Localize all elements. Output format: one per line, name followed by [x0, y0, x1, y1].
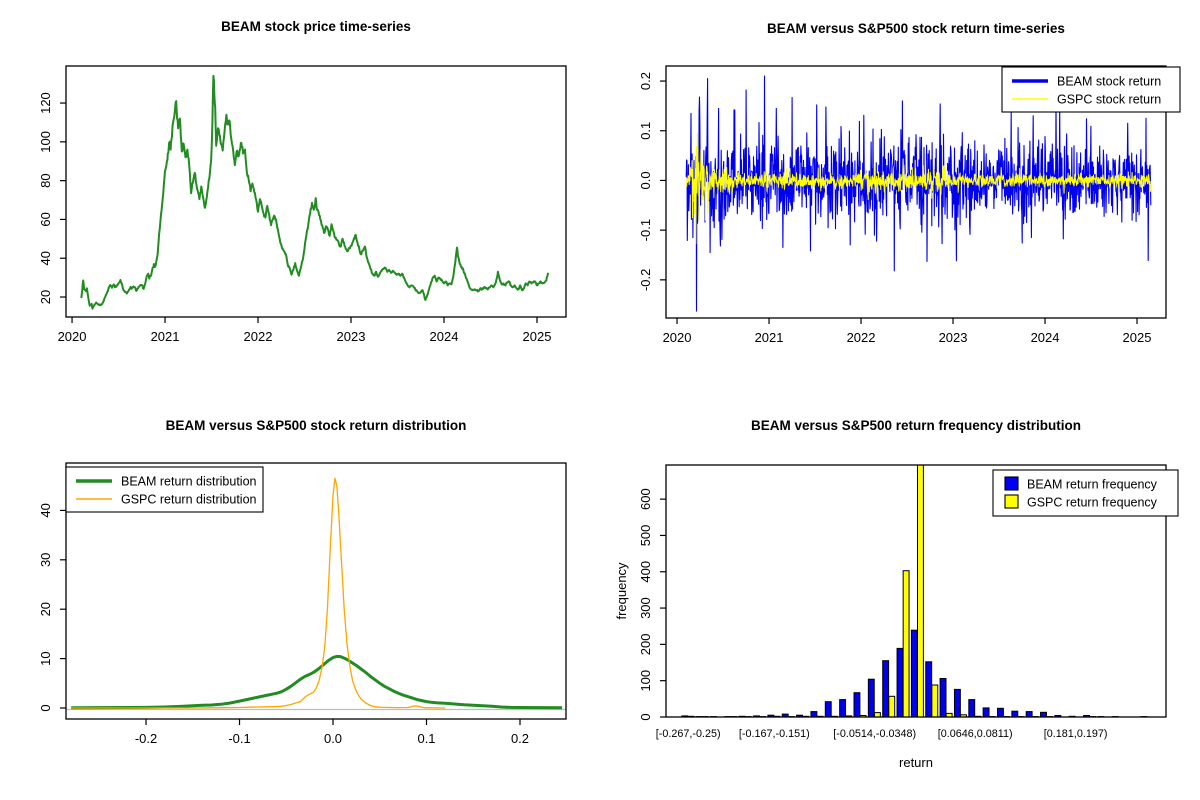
x-axis-label: return: [899, 755, 933, 770]
svg-text:100: 100: [638, 670, 653, 692]
svg-text:0.1: 0.1: [417, 731, 435, 746]
svg-text:60: 60: [38, 212, 53, 226]
panel-return-distribution: -0.2 -0.1 0.0 0.1 0.2 0 10 20 30 40 BEAM versus S&…: [0, 400, 600, 800]
svg-text:600: 600: [638, 488, 653, 510]
density-series-1: [71, 477, 446, 709]
plot-frame: [665, 65, 1167, 319]
svg-text:10: 10: [38, 651, 53, 665]
y-axis: 20 40 60 80 100 120: [38, 92, 66, 304]
svg-text:BEAM return distribution: BEAM return distribution: [121, 475, 257, 489]
svg-text:[-0.267,-0.25): [-0.267,-0.25): [656, 728, 721, 740]
svg-text:2023: 2023: [939, 330, 968, 345]
svg-text:0.0: 0.0: [638, 171, 653, 189]
svg-text:GSPC stock return: GSPC stock return: [1057, 93, 1161, 107]
y-axis: -0.2 -0.1 0.0 0.1 0.2: [638, 72, 666, 291]
svg-text:2025: 2025: [1123, 330, 1152, 345]
x-axis: -0.2 -0.1 0.0 0.1 0.2: [135, 719, 529, 746]
bin-labels: [-0.267,-0.25) [-0.167,-0.151) [-0.0514,-0…: [656, 728, 1108, 740]
svg-text:[-0.167,-0.151): [-0.167,-0.151): [739, 728, 810, 740]
svg-text:2024: 2024: [430, 329, 459, 344]
svg-text:100: 100: [38, 131, 53, 153]
svg-text:-0.1: -0.1: [638, 219, 653, 241]
density-chart: -0.2 -0.1 0.0 0.1 0.2 0 10 20 30 40 BEAM versus S&…: [38, 418, 567, 746]
svg-text:2025: 2025: [523, 329, 552, 344]
svg-text:30: 30: [38, 553, 53, 567]
svg-text:200: 200: [638, 634, 653, 656]
svg-text:300: 300: [638, 597, 653, 619]
svg-text:2020: 2020: [58, 329, 87, 344]
legend: BEAM return distribution GSPC return dist…: [65, 466, 264, 513]
svg-text:40: 40: [38, 251, 53, 265]
plot-frame: [65, 65, 567, 318]
price-chart: 2020 2021 2022 2023 2024 2025 20 40 60 80 100 120 BE…: [38, 19, 567, 344]
svg-text:120: 120: [38, 92, 53, 114]
svg-text:2021: 2021: [151, 329, 180, 344]
svg-text:0: 0: [638, 713, 653, 720]
svg-text:[0.181,0.197): [0.181,0.197): [1044, 728, 1108, 740]
svg-text:500: 500: [638, 525, 653, 547]
svg-text:-0.2: -0.2: [135, 731, 157, 746]
svg-text:20: 20: [38, 602, 53, 616]
svg-text:400: 400: [638, 561, 653, 583]
panel-price-time-series: 2020 2021 2022 2023 2024 2025 20 40 60 80 100 120 BE…: [0, 0, 600, 400]
chart-title: BEAM versus S&P500 stock return time-ser…: [767, 21, 1065, 36]
legend: BEAM return frequency GSPC return frequen…: [992, 469, 1179, 517]
svg-text:2024: 2024: [1031, 330, 1060, 345]
svg-text:2022: 2022: [244, 329, 273, 344]
svg-text:2021: 2021: [755, 330, 784, 345]
svg-text:0.2: 0.2: [638, 72, 653, 90]
svg-text:BEAM stock return: BEAM stock return: [1057, 75, 1161, 89]
svg-text:GSPC return distribution: GSPC return distribution: [121, 493, 257, 507]
histogram-chart: [-0.267,-0.25) [-0.167,-0.151) [-0.0514,-0…: [614, 418, 1179, 770]
svg-text:[-0.0514,-0.0348): [-0.0514,-0.0348): [833, 728, 916, 740]
x-axis: 2020 2021 2022 2023 2024 2025: [58, 317, 552, 344]
svg-text:0.1: 0.1: [638, 122, 653, 140]
y-axis-label: frequency: [614, 562, 629, 620]
chart-title: BEAM versus S&P500 stock return distribu…: [166, 418, 467, 433]
panel-return-frequency: [-0.267,-0.25) [-0.167,-0.151) [-0.0514,-0…: [600, 400, 1200, 800]
svg-text:0.2: 0.2: [511, 731, 529, 746]
return-chart: 2020 2021 2022 2023 2024 2025 -0.2 -0.1 0.0 0.1 0.…: [638, 21, 1181, 345]
svg-text:-0.1: -0.1: [228, 731, 250, 746]
price-series-0: [80, 74, 550, 310]
returns-series-1: [685, 132, 1152, 245]
svg-text:40: 40: [38, 503, 53, 517]
plot-frame: [665, 464, 1167, 718]
svg-text:0.0: 0.0: [324, 731, 342, 746]
y-axis: 0 100 200 300 400 500 600: [638, 488, 666, 721]
density-series-0: [71, 654, 563, 710]
chart-title: BEAM stock price time-series: [221, 19, 411, 34]
legend: BEAM stock return GSPC stock return: [1001, 66, 1181, 113]
returns-series-0: [685, 75, 1152, 312]
chart-title: BEAM versus S&P500 return frequency dist…: [751, 418, 1081, 433]
svg-text:BEAM return frequency: BEAM return frequency: [1027, 478, 1158, 492]
svg-text:2022: 2022: [847, 330, 876, 345]
svg-text:20: 20: [38, 290, 53, 304]
panel-return-time-series: 2020 2021 2022 2023 2024 2025 -0.2 -0.1 0.0 0.1 0.…: [600, 0, 1200, 400]
svg-text:GSPC return frequency: GSPC return frequency: [1027, 496, 1158, 510]
svg-text:0: 0: [38, 704, 53, 711]
svg-text:[0.0646,0.0811): [0.0646,0.0811): [938, 728, 1013, 740]
x-axis: 2020 2021 2022 2023 2024 2025: [663, 318, 1152, 345]
svg-text:2023: 2023: [337, 329, 366, 344]
y-axis: 0 10 20 30 40: [38, 503, 66, 712]
svg-text:2020: 2020: [663, 330, 692, 345]
plot-frame: [65, 462, 567, 720]
svg-text:-0.2: -0.2: [638, 269, 653, 291]
svg-text:80: 80: [38, 173, 53, 187]
